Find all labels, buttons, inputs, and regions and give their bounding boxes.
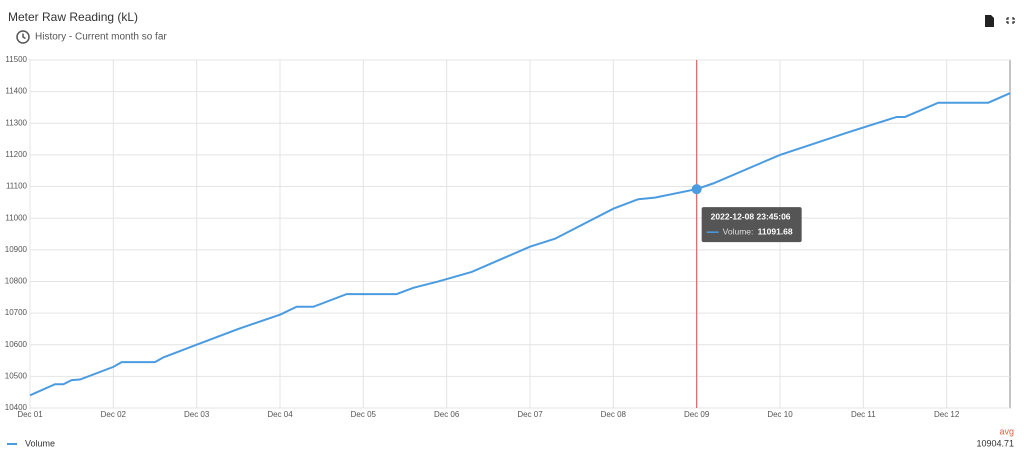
x-tick-label: Dec 10 xyxy=(767,410,793,419)
avg-value: 10904.71 xyxy=(976,438,1014,448)
y-tick-label: 10400 xyxy=(5,403,28,412)
tooltip: 2022-12-08 23:45:06 Volume: 11091.68 xyxy=(701,207,802,243)
fullscreen-icon[interactable] xyxy=(1006,17,1015,24)
y-tick-label: 10700 xyxy=(5,308,28,317)
x-tick-label: Dec 09 xyxy=(684,410,710,419)
tooltip-box xyxy=(701,207,802,243)
y-tick-label: 11400 xyxy=(5,87,27,96)
legend-label: Volume xyxy=(25,438,55,448)
x-tick-label: Dec 04 xyxy=(267,410,293,419)
y-tick-label: 10600 xyxy=(5,340,28,349)
tooltip-label: Volume: xyxy=(723,226,754,236)
x-tick-label: Dec 03 xyxy=(184,410,210,419)
x-tick-label: Dec 05 xyxy=(351,410,377,419)
subtitle: History - Current month so far xyxy=(35,32,167,43)
x-tick-label: Dec 06 xyxy=(434,410,460,419)
x-tick-label: Dec 08 xyxy=(601,410,627,419)
series-line xyxy=(29,92,1011,397)
y-tick-label: 10900 xyxy=(5,245,28,254)
x-tick-label: Dec 07 xyxy=(517,410,543,419)
y-tick-label: 10500 xyxy=(5,371,28,380)
clock-icon xyxy=(16,30,30,44)
tooltip-time: 2022-12-08 23:45:06 xyxy=(711,211,791,221)
chart-title: Meter Raw Reading (kL) xyxy=(8,10,138,24)
y-tick-label: 10800 xyxy=(5,277,28,286)
x-tick-label: Dec 12 xyxy=(934,410,960,419)
tooltip-value: 11091.68 xyxy=(758,226,793,236)
y-tick-label: 11200 xyxy=(5,150,27,159)
x-tick-label: Dec 02 xyxy=(101,410,127,419)
x-tick-label: Dec 11 xyxy=(851,410,876,419)
x-tick-label: Dec 01 xyxy=(17,410,43,419)
y-tick-label: 11000 xyxy=(5,213,27,222)
y-tick-label: 11100 xyxy=(6,182,28,191)
y-tick-label: 11500 xyxy=(5,55,27,64)
export-icon[interactable] xyxy=(985,15,994,27)
cursor-point xyxy=(691,184,702,195)
avg-label: avg xyxy=(999,426,1014,436)
y-tick-label: 11300 xyxy=(5,118,27,127)
